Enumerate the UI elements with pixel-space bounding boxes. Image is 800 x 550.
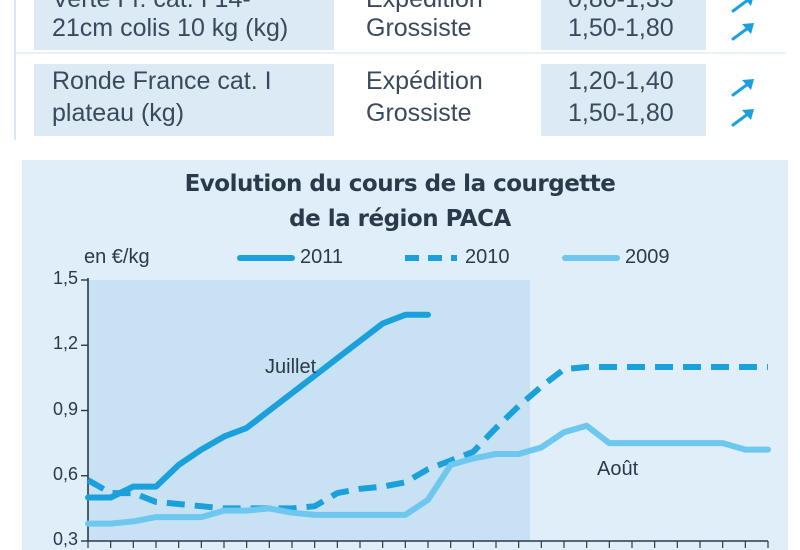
stage-label: Expédition: [366, 67, 483, 95]
product-name-line: 21cm colis 10 kg (kg): [52, 14, 289, 42]
stage-label: Grossiste: [366, 14, 472, 42]
price-range: 0,80-1,35: [568, 0, 674, 15]
product-cell-bg: [34, 64, 334, 136]
y-tick-label: 0,3: [52, 529, 78, 549]
product-cell-bg: [34, 0, 334, 50]
price-cell-bg: [541, 0, 706, 50]
legend-label-2011: 2011: [300, 246, 344, 268]
product-name-line: Ronde France cat. I: [52, 67, 272, 95]
month-label-aout: Août: [597, 458, 639, 480]
trend-up-arrow-icon: [731, 79, 754, 97]
series-line-2009: [85, 422, 771, 527]
month-label-juillet: Juillet: [265, 356, 317, 378]
legend-label-2009: 2009: [625, 246, 670, 268]
stage-label: Expédition: [366, 0, 483, 15]
y-tick-label: 1,2: [52, 333, 78, 354]
trend-up-arrow-icon: [731, 0, 753, 13]
month-region-juillet: [88, 280, 530, 541]
series-line-2011: [85, 311, 431, 501]
unit-label: en €/kg: [84, 246, 150, 268]
series-line-2010: [86, 364, 768, 512]
stage-label: Grossiste: [366, 99, 472, 127]
chart-title-line-2: de la région PACA: [289, 206, 511, 232]
y-tick-label: 0,6: [52, 463, 78, 484]
price-cell-bg: [541, 64, 706, 136]
row-divider: [16, 52, 786, 54]
price-range: 1,50-1,80: [568, 14, 674, 42]
trend-up-arrow-icon: [731, 109, 754, 127]
price-range: 1,50-1,80: [568, 99, 674, 127]
legend-label-2010: 2010: [465, 246, 510, 268]
product-name-line: Verte Fr. cat. I 14-: [52, 0, 251, 15]
chart-title-line-1: Evolution du cours de la courgette: [184, 171, 616, 197]
price-table: Verte Fr. cat. I 14- 21cm colis 10 kg (k…: [14, 0, 786, 140]
y-tick-label: 0,9: [52, 398, 78, 419]
trend-up-arrow-icon: [731, 23, 754, 41]
product-name-line: plateau (kg): [52, 99, 185, 127]
y-tick-label: 1,5: [52, 268, 78, 288]
price-range: 1,20-1,40: [568, 67, 674, 95]
